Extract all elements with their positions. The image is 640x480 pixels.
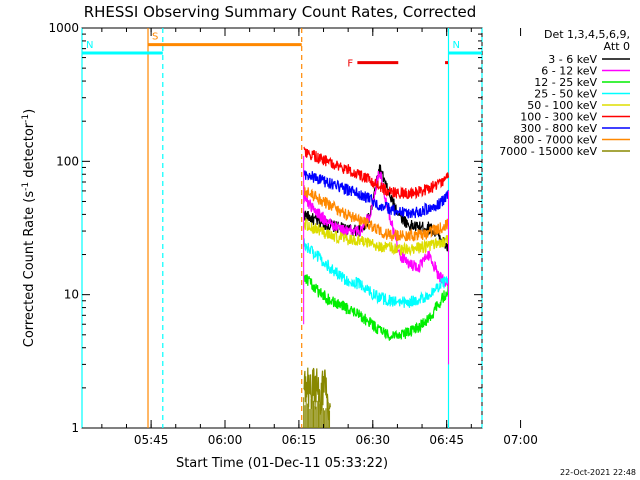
legend-label-2: 12 - 25 keV <box>534 76 597 89</box>
y-axis-label: Corrected Count Rate (s-1 detector-1) <box>21 109 37 347</box>
x-tick-label-3: 06:30 <box>355 433 390 447</box>
series-line-8 <box>303 367 331 421</box>
y-tick-label-0: 1 <box>71 421 79 435</box>
y-tick-label-2: 100 <box>56 154 79 168</box>
series-line-6 <box>303 170 449 219</box>
series-line-5 <box>303 146 450 200</box>
y-axis-label-sup1: -1 <box>21 182 31 191</box>
legend-label-6: 300 - 800 keV <box>520 122 597 135</box>
flag-label-0: S <box>152 32 158 43</box>
legend-label-4: 50 - 100 keV <box>527 99 597 112</box>
legend-label-1: 6 - 12 keV <box>541 65 597 78</box>
timestamp: 22-Oct-2021 22:48 <box>560 468 636 477</box>
legend-label-0: 3 - 6 keV <box>548 53 597 66</box>
flag-label-2: N <box>453 40 460 51</box>
legend-header-2: Att 0 <box>604 40 630 53</box>
y-axis-label-sup2: -1 <box>21 114 31 123</box>
x-tick-label-1: 06:00 <box>208 433 243 447</box>
x-tick-label-0: 05:45 <box>134 433 169 447</box>
x-axis-label: Start Time (01-Dec-11 05:33:22) <box>176 456 388 471</box>
y-axis-label-text1: Corrected Count Rate (s <box>22 191 37 348</box>
legend-label-7: 800 - 7000 keV <box>513 134 597 147</box>
legend-label-8: 7000 - 15000 keV <box>499 145 597 158</box>
legend-label-5: 100 - 300 keV <box>520 111 597 124</box>
y-axis-label-text2: detector <box>22 122 37 182</box>
series-line-4 <box>303 218 450 257</box>
series-line-1 <box>303 170 450 289</box>
x-tick-label-4: 06:45 <box>429 433 464 447</box>
series-line-3 <box>303 238 449 308</box>
y-tick-label-3: 1000 <box>48 21 79 35</box>
x-tick-label-2: 06:15 <box>282 433 317 447</box>
series-line-2 <box>303 274 450 341</box>
y-tick-label-1: 10 <box>64 288 79 302</box>
legend-header-1: Det 1,3,4,5,6,9, <box>544 28 630 41</box>
plot-frame <box>81 27 483 429</box>
flag-label-3: F <box>347 59 353 70</box>
flag-label-1: N <box>86 40 93 51</box>
x-tick-label-5: 07:00 <box>503 433 538 447</box>
legend-label-3: 25 - 50 keV <box>534 88 597 101</box>
y-axis-label-text3: ) <box>22 109 37 114</box>
series-line-7 <box>303 185 450 242</box>
chart-title: RHESSI Observing Summary Count Rates, Co… <box>84 3 477 21</box>
